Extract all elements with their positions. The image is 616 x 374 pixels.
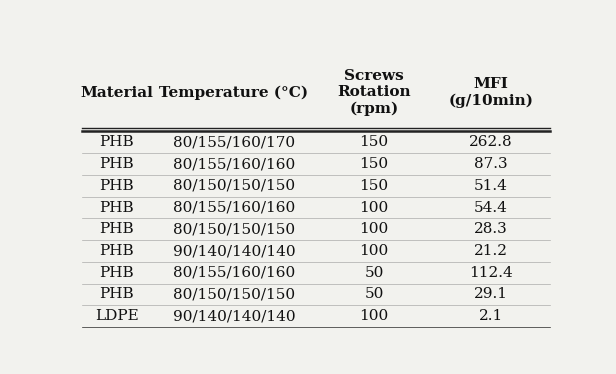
Text: Material: Material [81,86,153,99]
Text: 80/155/160/170: 80/155/160/170 [172,135,295,149]
Text: 100: 100 [360,309,389,323]
Text: 90/140/140/140: 90/140/140/140 [172,244,295,258]
Text: 100: 100 [360,222,389,236]
Text: 262.8: 262.8 [469,135,513,149]
Text: 50: 50 [365,266,384,280]
Text: PHB: PHB [100,244,134,258]
Text: 80/150/150/150: 80/150/150/150 [172,179,295,193]
Text: 112.4: 112.4 [469,266,513,280]
Text: Screws
Rotation
(rpm): Screws Rotation (rpm) [338,69,411,116]
Text: 150: 150 [360,135,389,149]
Text: 90/140/140/140: 90/140/140/140 [172,309,295,323]
Text: 150: 150 [360,157,389,171]
Text: 100: 100 [360,200,389,215]
Text: PHB: PHB [100,200,134,215]
Text: 150: 150 [360,179,389,193]
Text: 80/150/150/150: 80/150/150/150 [172,222,295,236]
Text: MFI
(g/10min): MFI (g/10min) [448,77,533,108]
Text: 29.1: 29.1 [474,288,508,301]
Text: PHB: PHB [100,135,134,149]
Text: 2.1: 2.1 [479,309,503,323]
Text: Temperature (°C): Temperature (°C) [160,85,309,100]
Text: 21.2: 21.2 [474,244,508,258]
Text: 80/155/160/160: 80/155/160/160 [172,200,295,215]
Text: 87.3: 87.3 [474,157,508,171]
Text: PHB: PHB [100,266,134,280]
Text: PHB: PHB [100,288,134,301]
Text: 80/155/160/160: 80/155/160/160 [172,266,295,280]
Text: PHB: PHB [100,222,134,236]
Text: PHB: PHB [100,157,134,171]
Text: 51.4: 51.4 [474,179,508,193]
Text: PHB: PHB [100,179,134,193]
Text: 80/150/150/150: 80/150/150/150 [172,288,295,301]
Text: 80/155/160/160: 80/155/160/160 [172,157,295,171]
Text: LDPE: LDPE [95,309,139,323]
Text: 100: 100 [360,244,389,258]
Text: 50: 50 [365,288,384,301]
Text: 54.4: 54.4 [474,200,508,215]
Text: 28.3: 28.3 [474,222,508,236]
